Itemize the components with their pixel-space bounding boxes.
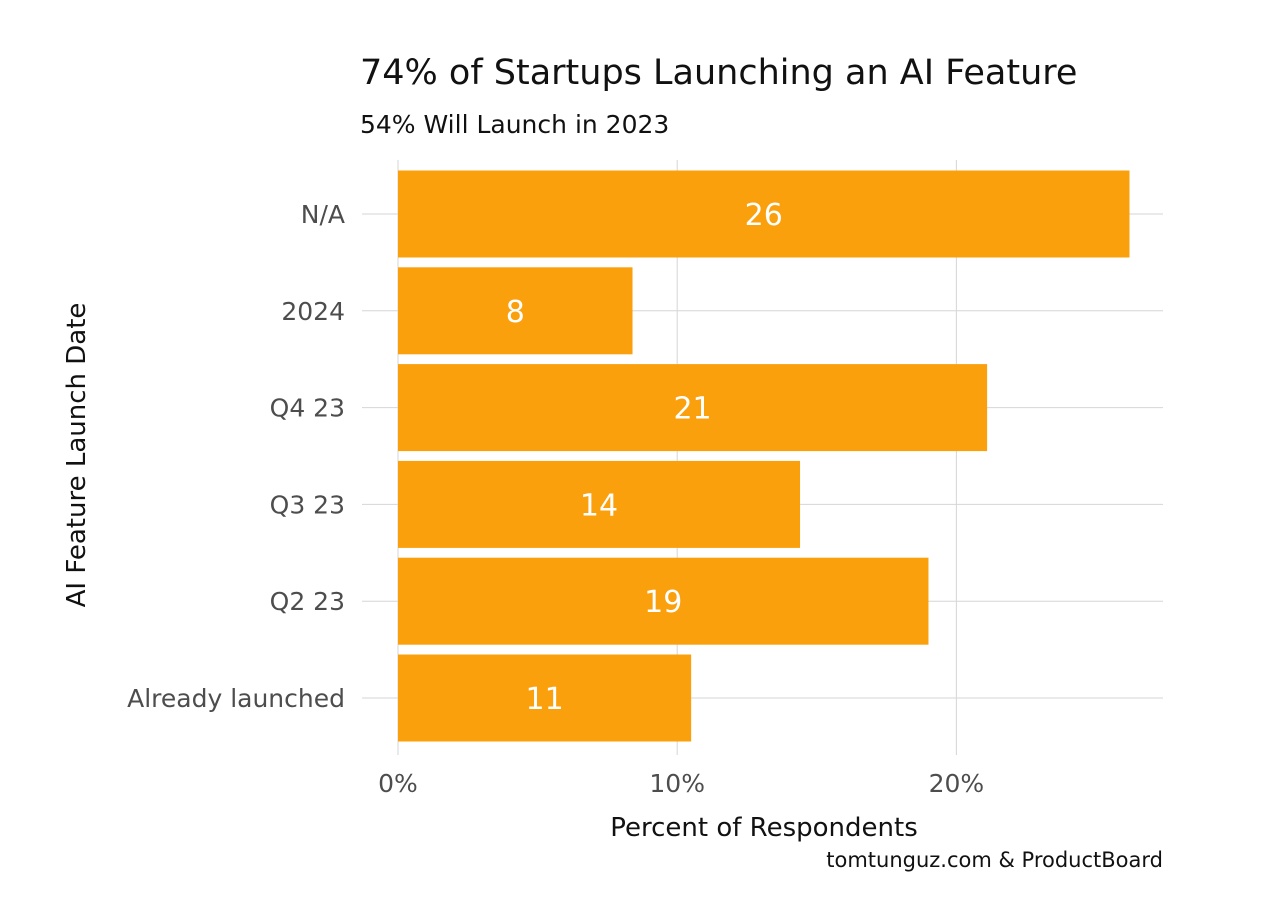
chart-subtitle: 54% Will Launch in 2023 (360, 110, 669, 139)
bar (398, 170, 1130, 258)
x-tick-labels-layer: 0% 10% 20% (378, 769, 984, 798)
x-tick-label: 10% (649, 769, 705, 798)
bar-value-label: 14 (580, 488, 618, 523)
chart-title: 74% of Startups Launching an AI Feature (360, 53, 1077, 93)
bar-value-label: 21 (673, 392, 711, 427)
x-tick-label: 0% (378, 769, 418, 798)
x-tick-label: 20% (929, 769, 985, 798)
y-tick-labels-layer: N/A 2024 Q4 23 Q3 23 Q2 23 Already launched (127, 200, 345, 713)
y-tick-label: Already launched (127, 684, 345, 713)
bar (398, 654, 692, 742)
bar (398, 364, 988, 452)
y-tick-label: Q3 23 (270, 490, 345, 519)
bars-layer (398, 170, 1130, 742)
bar (398, 557, 929, 645)
bar-value-label: 8 (506, 295, 525, 330)
bar-value-label: 26 (745, 198, 783, 233)
y-tick-label: N/A (301, 200, 345, 229)
y-tick-label: Q4 23 (270, 394, 345, 423)
data-labels-layer: 26 8 21 14 19 11 (506, 198, 783, 717)
chart-caption: tomtunguz.com & ProductBoard (826, 848, 1163, 872)
y-tick-label: Q2 23 (270, 587, 345, 616)
bar (398, 267, 633, 355)
y-tick-label: 2024 (281, 297, 345, 326)
x-axis-title: Percent of Respondents (610, 813, 917, 843)
y-axis-title: AI Feature Launch Date (62, 303, 92, 608)
bar (398, 460, 801, 548)
bar-value-label: 11 (525, 682, 563, 717)
bar-value-label: 19 (644, 585, 682, 620)
